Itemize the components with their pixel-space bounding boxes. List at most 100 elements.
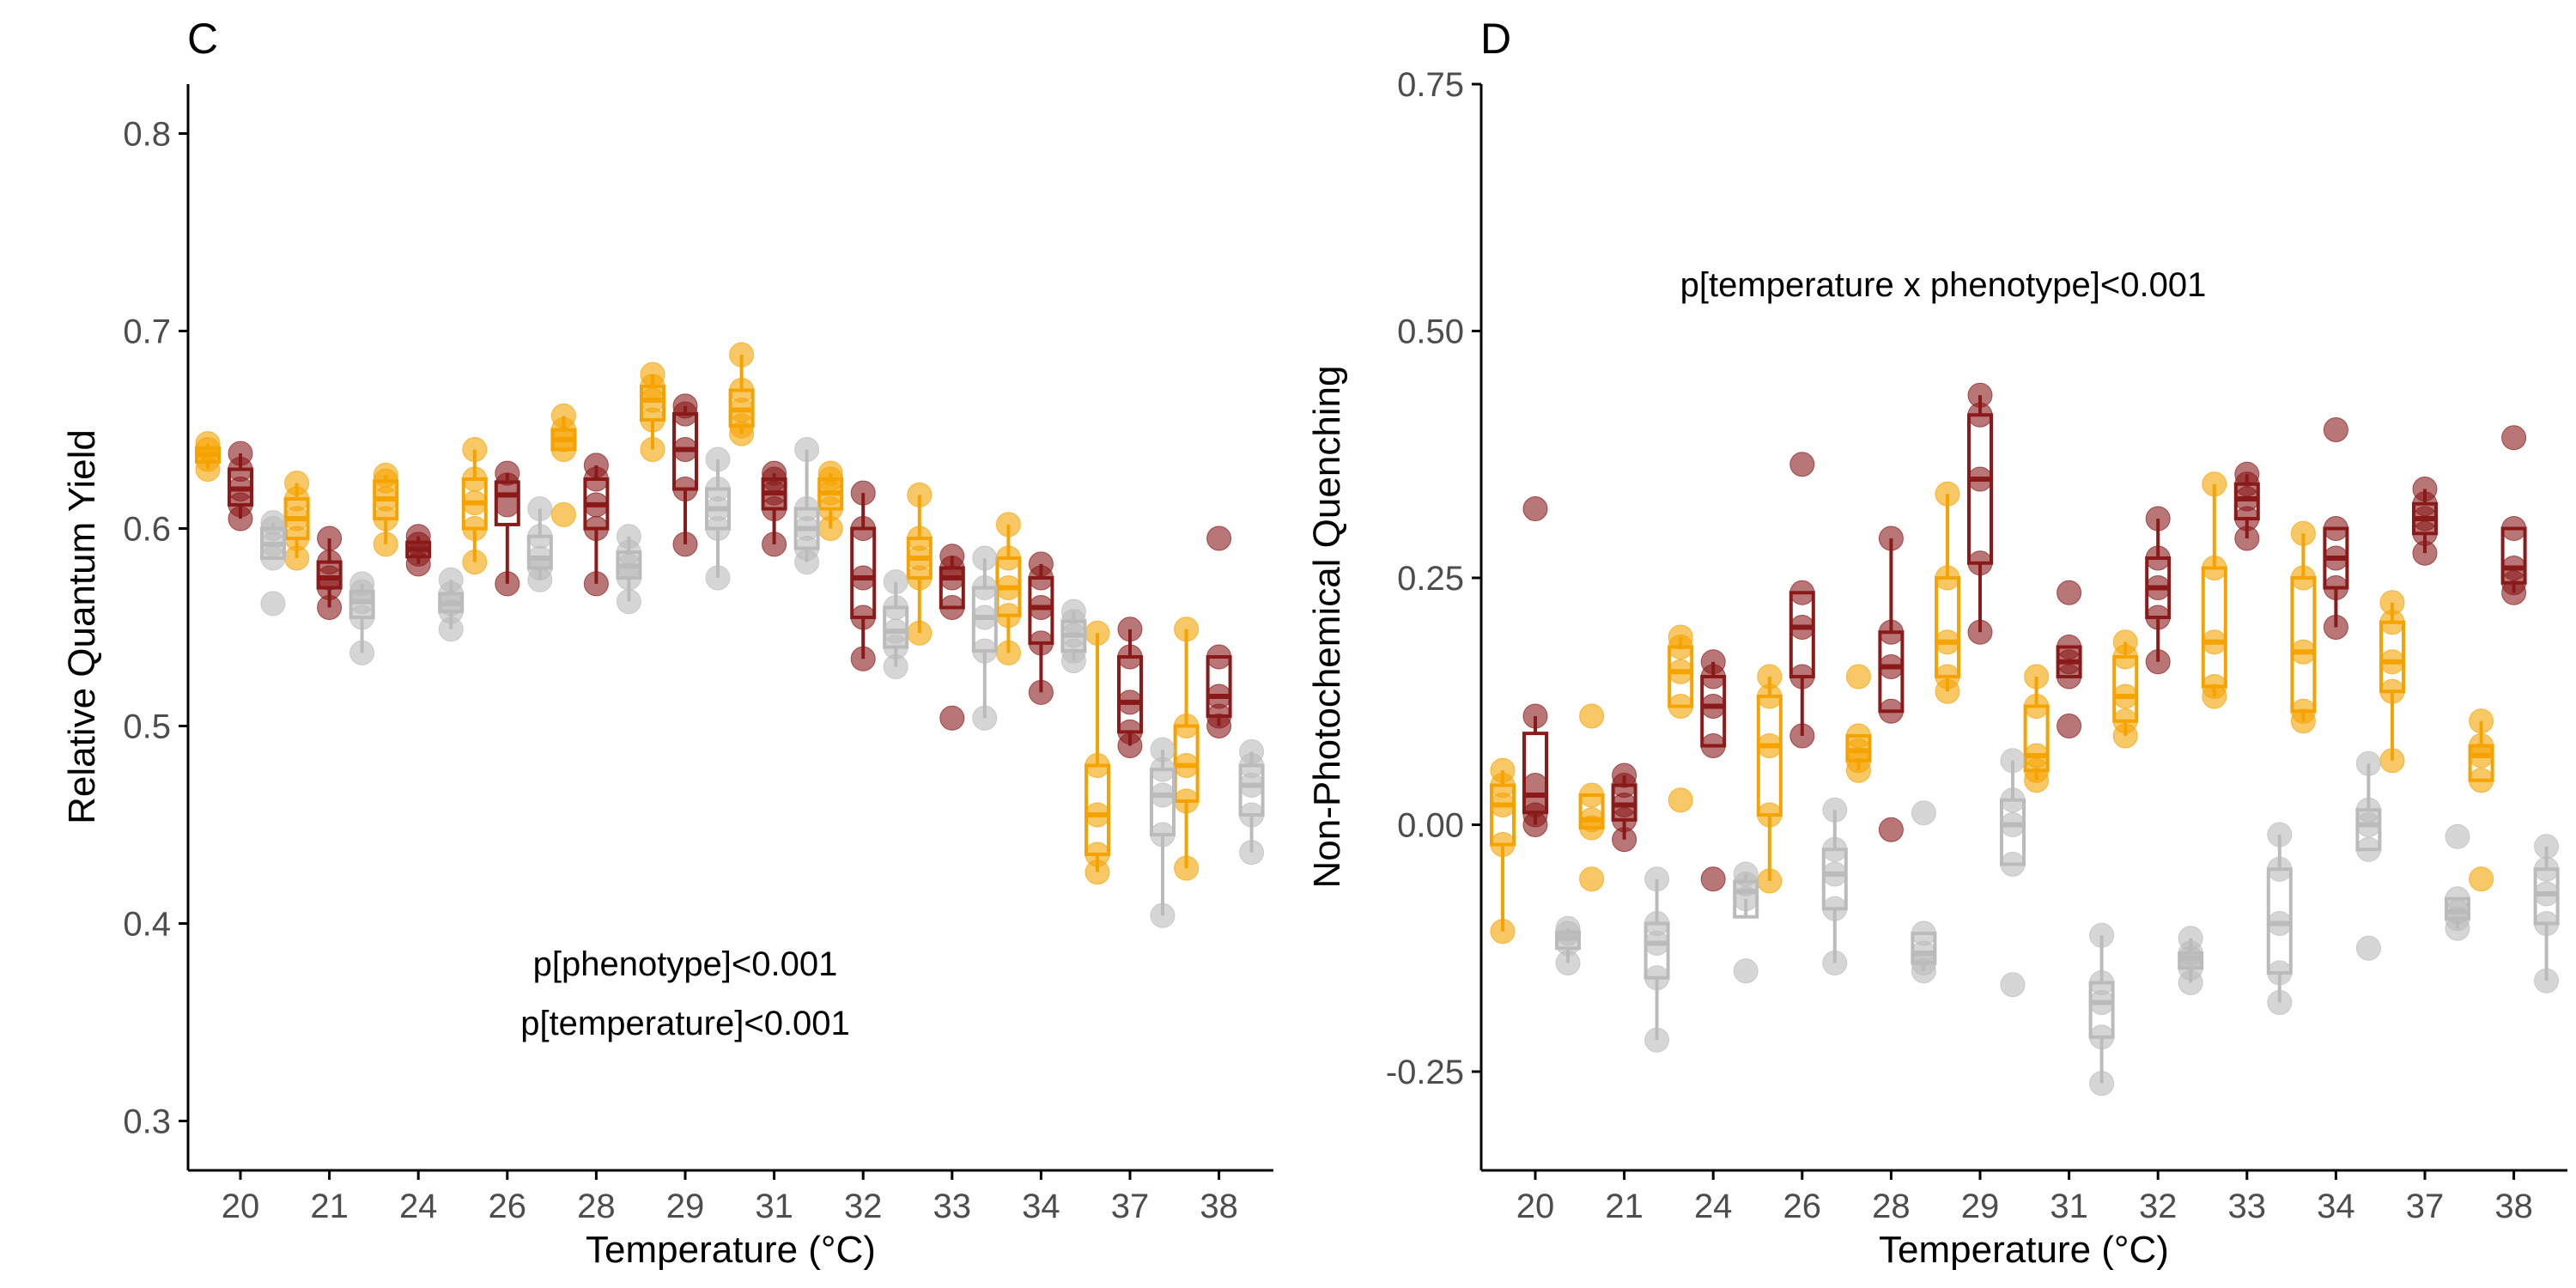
panel-c-point [317,526,343,551]
panel-d-box-group [2412,477,2438,566]
panel-c-y-tick-label: 0.7 [123,313,171,351]
panel-c-box-group [405,524,432,577]
panel-d-point [2379,678,2405,704]
panel-c-point [907,526,933,551]
panel-d-point [2323,615,2348,640]
panel-c-point [640,437,665,462]
panel-d-point [2057,580,2082,605]
panel-d-point [2000,972,2026,998]
panel-c-point [583,492,609,518]
panel-d-point [1644,866,1670,892]
panel-c-point [373,462,398,488]
panel-d-point [1878,619,1904,645]
panel-d-point [1522,773,1548,798]
panel-c-point [583,516,609,541]
panel-c-point [1239,840,1265,866]
panel-d-point [2267,856,2293,882]
panel-c-point [349,640,375,665]
panel-d-point [1935,664,1960,690]
panel-c-box-group [1150,737,1176,928]
panel-d-point [1935,565,1960,591]
panel-c-x-tick-label: 28 [577,1188,616,1225]
panel-d-point [2057,635,2082,659]
panel-c-point [995,603,1021,629]
panel-c-point [1084,753,1110,778]
panel-d-point [1878,654,1904,679]
panel-d-y-tick-label: 0.00 [1397,807,1464,845]
panel-d-x-tick-label: 24 [1694,1188,1733,1225]
panel-d-y-axis-title: Non-Photochemical Quenching [1306,365,1348,888]
panel-d-box-group [1700,649,1727,892]
panel-c-y-tick-label: 0.3 [123,1103,171,1141]
panel-d-point [1935,629,1960,655]
panel-d-point [2267,822,2293,848]
panel-c-point [1174,788,1200,814]
panel-d-point [2145,506,2171,532]
panel-c-point [405,524,431,550]
panel-d-box-group [2323,417,2349,640]
panel-c-point [616,589,641,615]
panel-d-point [1789,664,1815,690]
panel-c-point [995,575,1021,600]
panel-d-box-group [2145,506,2172,675]
panel-d-point [1644,1027,1670,1053]
panel-c-y-ticks: 0.3 0.4 0.5 0.6 0.7 0.8 [123,116,188,1141]
panel-d-box-group [1643,866,1670,1053]
panel-c-box-group [906,482,933,646]
panel-d-point [1878,698,1904,724]
panel-d-box-group [2445,823,2470,941]
panel-c-point [438,567,464,592]
panel-d-box [2201,566,2227,689]
panel-d: D -0.25 0.00 0.25 0.50 0.75 20 21 24 26 28 29 31 32… [1306,15,2567,1271]
panel-c-x-tick-label: 29 [666,1188,705,1225]
panel-c-point [1117,617,1143,642]
panel-c-annotation-temperature: p[temperature]<0.001 [520,1005,850,1042]
panel-c-x-tick-label: 31 [755,1188,793,1225]
panel-c-marks [195,342,1265,928]
panel-d-box-group [1845,664,1872,783]
panel-d-point [2089,1071,2115,1097]
panel-d-box-group [1490,757,1516,945]
panel-d-box-group [1522,496,1548,837]
panel-d-x-tick-label: 21 [1605,1188,1643,1225]
panel-c-y-tick-label: 0.5 [123,708,171,746]
panel-d-box-group [2379,590,2405,774]
panel-d-point [2000,787,2026,813]
panel-c-y-tick-label: 0.4 [123,906,171,944]
panel-d-point [1878,526,1904,551]
panel-d-point [2112,708,2138,734]
panel-d-point [2323,516,2348,541]
panel-d-point [1967,550,1993,576]
panel-d-box-group [2178,926,2204,995]
panel-d-point [1789,452,1815,477]
panel-d-point [2445,823,2470,849]
panel-d-point [1490,757,1516,783]
panel-d-point [1733,958,1759,984]
panel-c-point [284,471,310,496]
panel-d-point [2290,520,2316,546]
panel-d-point [1733,861,1759,887]
panel-d-x-axis-title: Temperature (°C) [1879,1229,2169,1271]
panel-d-point [2290,565,2316,591]
panel-c-point [1150,902,1176,928]
panel-d-point [1822,896,1848,921]
panel-d-point [1612,762,1637,788]
panel-d-box [1935,576,1960,678]
panel-d-point [2501,425,2527,451]
panel-d-point [1522,703,1548,729]
panel-c-y-axis-title: Relative Quantum Yield [61,429,103,824]
panel-c-box-group [461,437,488,575]
panel-d-point [2234,461,2260,487]
panel-c-box-group [283,471,310,571]
panel-c-point [1239,802,1265,828]
panel-c-point [462,516,488,541]
panel-d-point [1490,919,1516,945]
panel-d-box-group [2500,425,2527,605]
panel-d-point [1967,382,1993,408]
panel-d-point [2202,471,2227,497]
panel-c-box-group [373,462,399,557]
panel-d-point [1757,868,1783,894]
panel-c-point [672,393,698,419]
panel-c-box-group [705,447,731,591]
panel-d-point [2145,575,2171,600]
